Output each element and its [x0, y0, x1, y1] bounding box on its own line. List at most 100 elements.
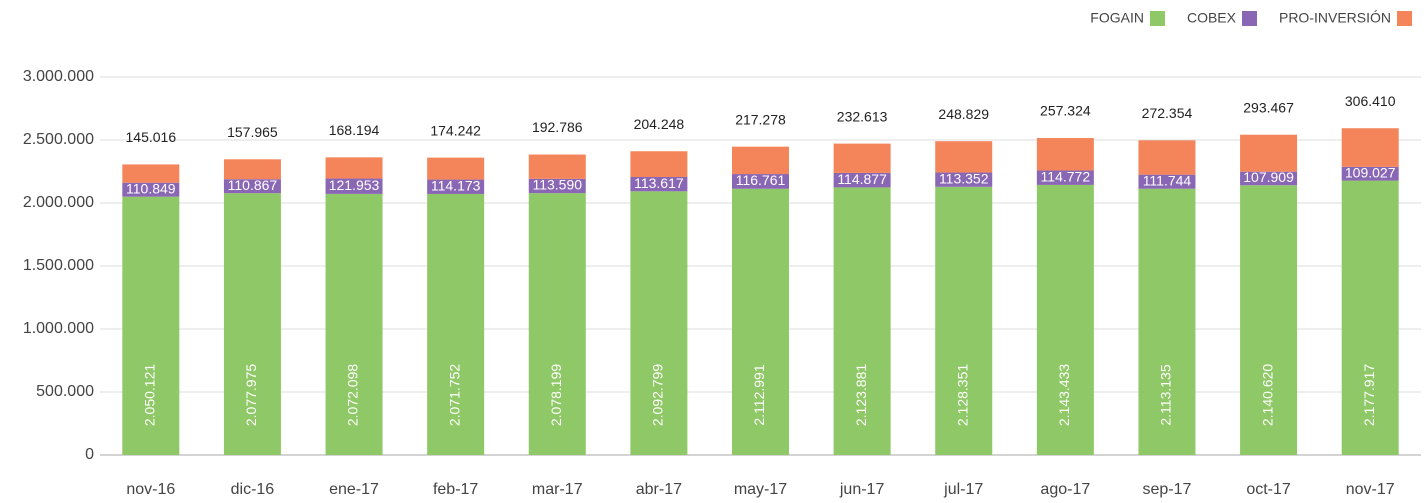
data-label: 110.849 [126, 180, 176, 196]
bar-segment [1138, 188, 1196, 455]
data-label: 192.786 [532, 119, 583, 135]
data-label: 116.761 [736, 172, 786, 188]
data-label: 2.140.620 [1259, 364, 1275, 426]
bar-segment [630, 176, 688, 192]
data-label: 2.072.098 [345, 364, 361, 426]
x-tick-label: ene-17 [329, 481, 379, 498]
data-label: 111.744 [1143, 172, 1192, 188]
data-label: 157.965 [227, 124, 278, 140]
data-label: 2.143.433 [1056, 364, 1072, 426]
bar-segment [427, 193, 485, 456]
bar-segment [122, 164, 180, 183]
x-tick-label: abr-17 [636, 481, 682, 498]
bar-segment [122, 196, 180, 455]
bar-segment [325, 178, 383, 194]
y-tick-label: 1.000.000 [23, 320, 94, 337]
bar-segment [1240, 134, 1298, 172]
bar-segment [325, 193, 383, 455]
bar-segment [325, 157, 383, 179]
x-tick-label: dic-16 [231, 481, 275, 498]
y-tick-label: 2.500.000 [23, 131, 94, 148]
data-label: 113.590 [532, 177, 582, 193]
data-label: 2.071.752 [446, 364, 462, 426]
x-tick-label: oct-17 [1246, 481, 1291, 498]
data-label: 2.128.351 [954, 364, 970, 426]
y-tick-label: 500.000 [36, 383, 94, 400]
bar-segment [935, 186, 993, 456]
bar-segment [528, 193, 586, 456]
x-tick-label: nov-17 [1346, 481, 1395, 498]
data-label: 114.173 [431, 177, 481, 193]
data-label: 204.248 [634, 116, 685, 132]
bar-segment [223, 193, 281, 455]
x-tick-label: jun-17 [839, 481, 885, 498]
bar-segment [223, 159, 281, 180]
legend-swatch [1397, 11, 1412, 26]
bar-segment [528, 154, 586, 179]
data-label: 217.278 [735, 111, 786, 127]
data-label: 2.078.199 [548, 364, 564, 426]
bar-segment [732, 146, 789, 175]
data-label: 257.324 [1040, 103, 1091, 119]
x-tick-label: may-17 [734, 481, 787, 498]
y-tick-label: 3.000.000 [23, 68, 94, 85]
x-tick-label: mar-17 [532, 481, 583, 498]
x-tick-label: feb-17 [433, 481, 478, 498]
data-label: 113.617 [634, 175, 684, 191]
data-label: 114.772 [1041, 168, 1091, 184]
bar-segment [223, 179, 281, 194]
bar-segment [935, 172, 993, 187]
legend-label: FOGAIN [1090, 10, 1144, 26]
bar-segment [1138, 174, 1196, 189]
bar-segment [1240, 185, 1298, 456]
bar-segment [630, 151, 688, 177]
data-label: 121.953 [329, 177, 380, 193]
data-label: 109.027 [1345, 164, 1396, 180]
data-label: 2.123.881 [853, 364, 869, 426]
y-tick-label: 0 [85, 446, 94, 463]
bar-segment [1036, 138, 1094, 171]
legend-label: COBEX [1187, 10, 1237, 26]
x-tick-label: jul-17 [943, 481, 983, 498]
data-label: 306.410 [1345, 93, 1396, 109]
bar-segment [935, 141, 993, 173]
data-label: 2.077.975 [243, 364, 259, 426]
data-label: 110.867 [228, 177, 278, 193]
data-label: 272.354 [1142, 105, 1193, 121]
bar-segment [122, 182, 180, 197]
data-label: 248.829 [938, 106, 989, 122]
data-label: 2.112.991 [751, 364, 767, 425]
data-label: 107.909 [1243, 169, 1294, 185]
data-label: 2.092.799 [650, 364, 666, 426]
bar-segment [1341, 128, 1399, 167]
bar-segment [427, 179, 485, 194]
bar-segment [833, 187, 891, 455]
bar-segment [427, 157, 485, 180]
bar-segment [1036, 184, 1094, 456]
y-tick-label: 2.000.000 [23, 194, 94, 211]
bar-segment [1341, 180, 1399, 455]
bar-segment [1036, 170, 1094, 185]
bar-segment [528, 178, 586, 194]
data-label: 114.877 [837, 171, 887, 187]
data-label: 168.194 [329, 122, 380, 138]
bar-segment [1240, 171, 1298, 186]
bar-segment [833, 172, 891, 188]
x-tick-label: ago-17 [1040, 481, 1090, 498]
bar-segment [833, 143, 891, 173]
bar-segment [732, 188, 789, 456]
x-tick-label: nov-16 [126, 481, 175, 498]
x-tick-label: sep-17 [1143, 481, 1192, 498]
bar-segment [732, 174, 789, 189]
bar-segment [630, 191, 688, 456]
legend-swatch [1241, 11, 1257, 26]
data-label: 232.613 [837, 108, 888, 124]
bar-segment [1341, 166, 1399, 181]
legend-label: PRO-INVERSIÓN [1279, 10, 1391, 26]
data-label: 145.016 [126, 129, 177, 145]
data-label: 293.467 [1243, 99, 1294, 115]
data-label: 2.050.121 [142, 364, 158, 426]
data-label: 2.113.135 [1158, 364, 1174, 425]
bar-segment [1138, 140, 1196, 175]
